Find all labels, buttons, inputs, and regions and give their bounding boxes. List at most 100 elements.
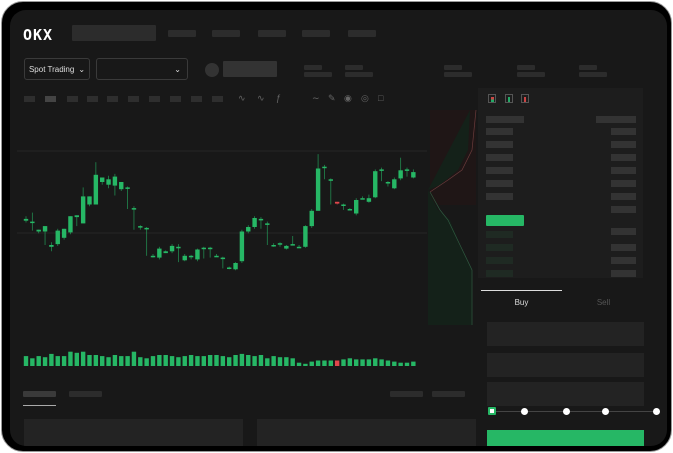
slider-step[interactable]	[521, 408, 528, 415]
bid-price	[486, 231, 513, 238]
ask-amount	[611, 154, 636, 161]
candle-body	[328, 179, 333, 181]
market-type-select[interactable]: Spot Trading ⌄	[24, 58, 90, 80]
stat-label	[517, 65, 535, 70]
tab-buy[interactable]: Buy	[514, 298, 529, 307]
candle-body	[220, 257, 226, 260]
slider-step[interactable]	[563, 408, 570, 415]
stat-value	[579, 72, 607, 77]
slider-step[interactable]	[653, 408, 660, 415]
volume-bar	[309, 361, 314, 366]
candle-body	[100, 177, 105, 182]
target-icon[interactable]: ◎	[361, 93, 369, 103]
candle-body	[239, 231, 245, 262]
bid-price	[486, 257, 513, 264]
ask-price	[486, 128, 513, 135]
candle-body	[119, 182, 124, 190]
volume-bar	[42, 357, 48, 366]
camera-icon[interactable]: ◉	[344, 93, 352, 103]
filter-button[interactable]	[432, 391, 465, 397]
candle-body	[30, 221, 35, 224]
volume-bar	[112, 355, 118, 366]
orderbook-bids-icon[interactable]	[505, 94, 513, 103]
volume-bar	[315, 360, 321, 366]
candlestick-chart[interactable]	[10, 10, 480, 375]
timeframe-button[interactable]	[87, 96, 98, 102]
candle-body	[290, 244, 295, 246]
volume-bar	[188, 355, 194, 366]
pair-select[interactable]: ⌄	[96, 58, 188, 80]
buy-button[interactable]	[487, 430, 644, 446]
volume-bar	[366, 359, 372, 366]
candle-body	[201, 247, 206, 250]
candle-body	[93, 174, 99, 205]
candle-body	[74, 215, 79, 218]
candle-body	[360, 198, 365, 200]
nav-item[interactable]	[348, 30, 376, 37]
amount-input[interactable]	[487, 353, 644, 377]
tab-sell[interactable]: Sell	[596, 298, 611, 307]
fullscreen-icon[interactable]: □	[378, 93, 384, 103]
trading-screen: OKX Spot Trading ⌄ ⌄ ∿ ∿ ƒ ∼ ✎ ◉ ◎ □	[10, 10, 667, 446]
candle-body	[303, 226, 308, 247]
total-input[interactable]	[487, 382, 644, 406]
candle-body	[354, 200, 359, 214]
candle-body	[42, 226, 48, 232]
ask-price	[486, 180, 513, 187]
ask-price	[486, 141, 513, 148]
candle-body	[112, 176, 118, 186]
draw-icon[interactable]: ✎	[328, 93, 336, 103]
timeframe-button[interactable]	[107, 96, 118, 102]
volume-bar	[80, 351, 86, 366]
stat-value	[444, 72, 472, 77]
ask-amount	[611, 193, 636, 200]
candle-body	[176, 246, 181, 249]
timeframe-button[interactable]	[170, 96, 181, 102]
nav-item[interactable]	[168, 30, 196, 37]
okx-logo[interactable]: OKX	[23, 26, 54, 44]
timeframe-button[interactable]	[149, 96, 160, 102]
indicator-icon[interactable]: ∿	[238, 93, 246, 103]
candle-body	[271, 245, 276, 247]
timeframe-button[interactable]	[191, 96, 202, 102]
volume-bar	[144, 358, 149, 366]
volume-bar	[290, 358, 295, 366]
timeframe-button[interactable]	[128, 96, 139, 102]
candle-body	[36, 229, 41, 232]
settings-icon[interactable]: ƒ	[276, 93, 282, 103]
nav-item[interactable]	[302, 30, 330, 37]
stat-label	[579, 65, 597, 70]
timeframe-button[interactable]	[24, 96, 35, 102]
orderbook-both-icon[interactable]	[488, 94, 496, 103]
volume-bar	[354, 359, 359, 366]
candle-body	[366, 198, 372, 202]
nav-item[interactable]	[258, 30, 286, 37]
candle-body	[49, 245, 54, 247]
timeframe-button[interactable]	[67, 96, 78, 102]
candle-body	[392, 179, 397, 189]
slider-handle[interactable]	[488, 407, 496, 415]
price-input[interactable]	[487, 322, 644, 346]
orderbook-asks-icon[interactable]	[521, 94, 529, 103]
volume-bar	[385, 360, 391, 366]
tab-order-history[interactable]	[69, 391, 102, 397]
volume-bar	[201, 356, 206, 366]
candle-body	[411, 172, 416, 178]
bid-amount	[611, 244, 636, 251]
candle-body	[138, 226, 143, 228]
nav-item[interactable]	[212, 30, 240, 37]
candle-body	[296, 246, 302, 249]
filter-button[interactable]	[390, 391, 423, 397]
candle-body	[106, 179, 111, 185]
candle-body	[55, 230, 60, 245]
search-bar[interactable]	[72, 25, 156, 41]
timeframe-button[interactable]	[45, 96, 56, 102]
indicator-icon[interactable]: ∿	[257, 93, 265, 103]
timeframe-button[interactable]	[212, 96, 223, 102]
line-icon[interactable]: ∼	[312, 93, 320, 103]
leverage-slider[interactable]	[492, 411, 660, 412]
volume-bar	[87, 355, 92, 366]
bid-amount	[611, 257, 636, 264]
slider-step[interactable]	[602, 408, 609, 415]
tab-open-orders[interactable]	[23, 391, 56, 397]
